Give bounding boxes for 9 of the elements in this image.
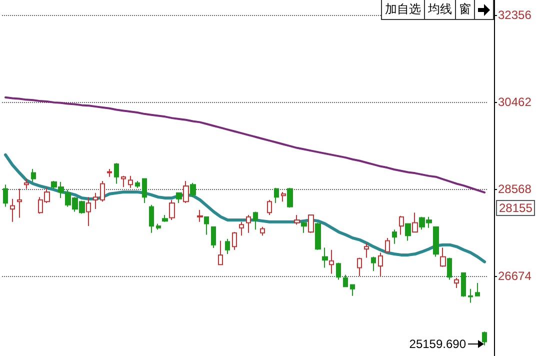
y-tick-label: 30462 xyxy=(498,94,532,109)
y-tick-label: 26674 xyxy=(498,268,532,283)
text: 28155 xyxy=(496,200,536,216)
y-tick-label: 32356 xyxy=(498,8,532,22)
annotation: 均线 xyxy=(424,0,456,20)
annotation: 25159.690 xyxy=(409,337,466,351)
y-tick-label: 28568 xyxy=(498,182,532,196)
annotation: 加自选 xyxy=(381,0,425,20)
annotation: 窗 xyxy=(455,0,475,20)
